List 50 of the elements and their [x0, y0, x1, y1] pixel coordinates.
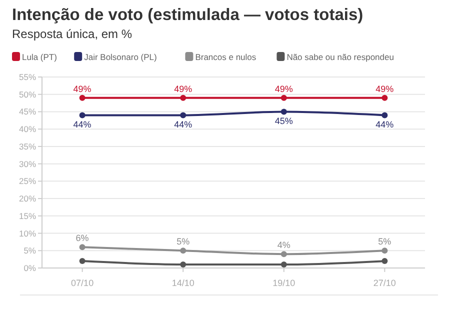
- chart-title: Intenção de voto (estimulada — votos totais): [12, 6, 364, 24]
- x-tick-label: 14/10: [172, 278, 194, 288]
- legend-label: Não sabe ou não respondeu: [286, 52, 394, 62]
- y-tick-label: 25%: [18, 176, 36, 186]
- data-label: 44%: [73, 120, 92, 130]
- data-label: 49%: [376, 84, 394, 94]
- point: [280, 262, 287, 268]
- legend-label: Lula (PT): [22, 52, 58, 62]
- data-label: 49%: [73, 84, 92, 94]
- point: [79, 258, 86, 264]
- point: [280, 108, 287, 115]
- data-label: 5%: [176, 236, 190, 247]
- y-tick-label: 0%: [24, 263, 36, 273]
- data-label: 4%: [277, 240, 290, 250]
- y-tick-label: 55%: [18, 72, 36, 82]
- data-label: 45%: [274, 116, 293, 126]
- data-label: 44%: [174, 120, 192, 130]
- point: [79, 244, 86, 250]
- y-tick-label: 45%: [18, 106, 36, 117]
- point: [180, 94, 186, 101]
- data-label: 44%: [376, 120, 394, 130]
- chart-subtitle: Resposta única, em %: [12, 27, 132, 41]
- x-tick-label: 27/10: [373, 278, 396, 288]
- y-tick-label: 10%: [18, 228, 36, 238]
- data-label: 49%: [274, 84, 293, 94]
- point: [180, 112, 186, 118]
- legend-label: Brancos e nulos: [195, 52, 256, 62]
- point: [280, 251, 287, 258]
- point: [180, 248, 186, 254]
- y-tick-label: 35%: [18, 141, 36, 152]
- y-tick-label: 20%: [18, 194, 36, 204]
- legend-label: Jair Bolsonaro (PL): [84, 52, 158, 62]
- data-label: 6%: [76, 233, 89, 244]
- y-tick-label: 15%: [18, 210, 36, 221]
- y-tick-label: 40%: [18, 124, 36, 134]
- y-tick-label: 50%: [18, 89, 36, 100]
- x-tick-label: 07/10: [71, 278, 94, 288]
- data-label: 5%: [378, 236, 392, 247]
- y-tick-label: 5%: [24, 246, 36, 256]
- point: [382, 248, 388, 254]
- point: [280, 94, 287, 101]
- x-tick-label: 19/10: [272, 278, 296, 288]
- y-tick-label: 30%: [18, 158, 36, 169]
- point: [79, 94, 86, 101]
- data-label: 49%: [174, 84, 192, 94]
- point: [382, 258, 388, 264]
- point: [382, 94, 388, 101]
- point: [382, 112, 388, 118]
- point: [79, 112, 86, 118]
- point: [180, 262, 186, 268]
